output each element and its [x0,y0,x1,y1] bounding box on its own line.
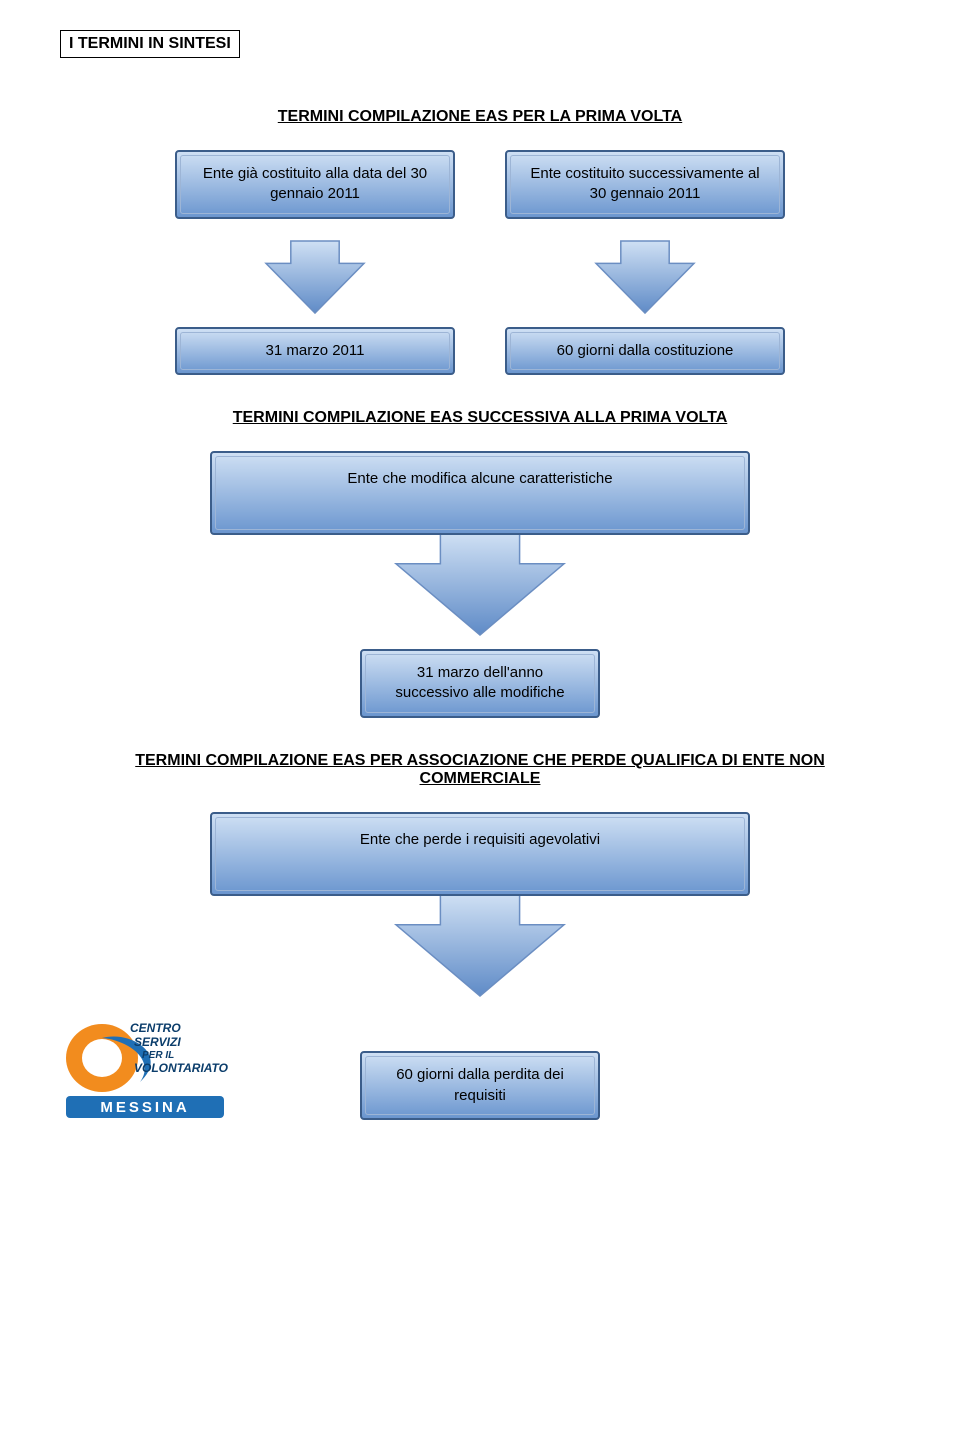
svg-text:SERVIZI: SERVIZI [134,1035,181,1049]
card-deadline-existing: 31 marzo 2011 [175,327,455,375]
arrow-down-icon [260,237,370,317]
card-new-entity: Ente costituito successivamente al 30 ge… [505,150,785,219]
arrow-down-icon [390,529,570,639]
section-1-heading: TERMINI COMPILAZIONE EAS PER LA PRIMA VO… [60,108,900,126]
svg-text:MESSINA: MESSINA [100,1099,189,1116]
card-deadline-modify: 31 marzo dell'anno successivo alle modif… [360,649,600,718]
section-1-top-row: Ente già costituito alla data del 30 gen… [60,150,900,219]
card-existing-entity: Ente già costituito alla data del 30 gen… [175,150,455,219]
cesv-messina-logo: CENTRO SERVIZI PER IL VOLONTARIATO MESSI… [60,1010,230,1120]
section-2-arrow [60,529,900,639]
footer-row: CENTRO SERVIZI PER IL VOLONTARIATO MESSI… [60,1010,900,1120]
section-3-heading-line2: COMMERCIALE [420,770,541,787]
arrow-down-icon [590,237,700,317]
page-title-box: I TERMINI IN SINTESI [60,30,240,58]
card-modifying-entity: Ente che modifica alcune caratteristiche [210,451,750,535]
card-modifying-entity-text: Ente che modifica alcune caratteristiche [347,470,612,487]
card-deadline-modify-line1: 31 marzo dell'anno [417,664,543,681]
card-deadline-existing-text: 31 marzo 2011 [266,342,365,359]
section-3-heading: TERMINI COMPILAZIONE EAS PER ASSOCIAZION… [60,752,900,788]
page-title: I TERMINI IN SINTESI [69,35,231,52]
svg-text:PER IL: PER IL [142,1050,174,1061]
card-new-entity-text: Ente costituito successivamente al 30 ge… [530,165,759,202]
section-1-arrows [60,237,900,317]
card-deadline-loss: 60 giorni dalla perdita dei requisiti [360,1051,600,1120]
section-2-heading: TERMINI COMPILAZIONE EAS SUCCESSIVA ALLA… [60,409,900,427]
section-1-bottom-row: 31 marzo 2011 60 giorni dalla costituzio… [60,327,900,375]
card-losing-status: Ente che perde i requisiti agevolativi [210,812,750,896]
card-deadline-new: 60 giorni dalla costituzione [505,327,785,375]
svg-text:CENTRO: CENTRO [130,1021,181,1035]
card-deadline-modify-line2: successivo alle modifiche [395,684,564,701]
section-3-arrow [60,890,900,1000]
card-existing-entity-text: Ente già costituito alla data del 30 gen… [203,165,427,202]
arrow-down-icon [390,890,570,1000]
card-deadline-loss-line1: 60 giorni dalla perdita dei [396,1066,564,1083]
card-deadline-new-text: 60 giorni dalla costituzione [557,342,734,359]
section-3-heading-line1: TERMINI COMPILAZIONE EAS PER ASSOCIAZION… [135,752,825,769]
card-losing-status-text: Ente che perde i requisiti agevolativi [360,831,600,848]
card-deadline-loss-line2: requisiti [454,1087,506,1104]
svg-text:VOLONTARIATO: VOLONTARIATO [134,1061,229,1075]
